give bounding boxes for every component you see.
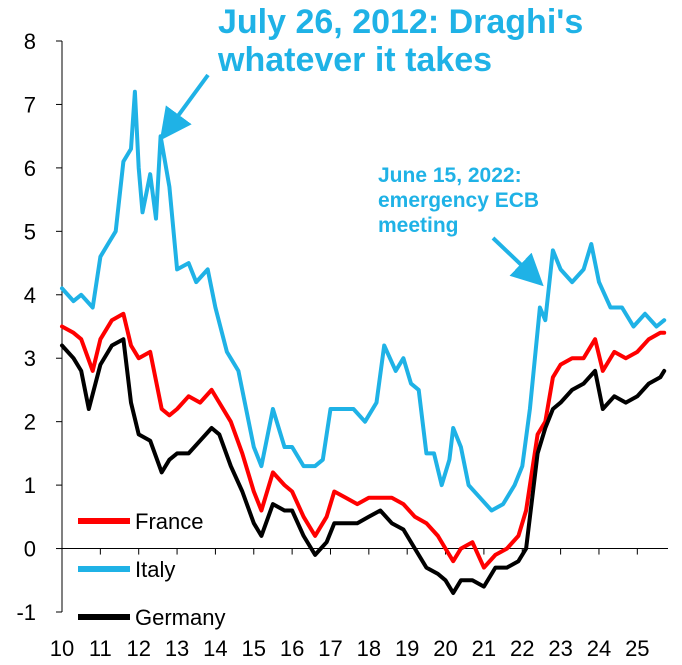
x-tick-label: 24 [587,636,611,661]
x-tick-label: 16 [280,636,304,661]
legend-label-france: France [135,509,203,534]
y-tick-label: -1 [16,600,36,625]
annotation-ecb-line-2: emergency ECB [378,189,539,212]
series-line-france [60,311,667,570]
x-tick-label: 17 [318,636,342,661]
y-tick-label: 0 [24,537,36,562]
annotation-draghi-line-2: whatever it takes [217,41,492,79]
annotation-ecb-arrow [491,236,544,287]
x-tick-label: 25 [625,636,649,661]
x-tick-label: 11 [89,636,112,661]
y-tick-label: 3 [24,346,36,371]
x-tick-label: 12 [126,636,150,661]
annotation-draghi-arrow [159,73,210,141]
y-tick-label: 2 [24,410,36,435]
x-tick-label: 13 [165,636,189,661]
y-tick-label: 1 [24,473,36,498]
y-tick-label: 8 [24,29,36,54]
y-tick-label: 5 [24,219,36,244]
x-tick-label: 20 [433,636,457,661]
x-tick-label: 22 [510,636,534,661]
y-tick-label: 4 [24,283,36,308]
x-tick-label: 10 [50,636,74,661]
x-tick-label: 21 [472,636,496,661]
y-tick-label: 6 [24,156,36,181]
annotation-draghi-line-1: July 26, 2012: Draghi's [218,3,583,41]
legend-label-italy: Italy [135,557,175,582]
y-tick-label: 7 [24,92,36,117]
series-line-italy [60,89,667,513]
x-tick-label: 14 [203,636,227,661]
x-tick-label: 18 [357,636,381,661]
x-tick-label: 15 [242,636,266,661]
series-lines [60,89,667,595]
series-line-germany [60,337,667,595]
annotation-ecb-line-3: meeting [378,214,459,237]
x-tick-label: 23 [548,636,572,661]
annotation-ecb-line-1: June 15, 2022: [378,164,522,187]
legend: France Italy Germany [78,509,225,630]
x-tick-label: 19 [395,636,419,661]
legend-label-germany: Germany [135,605,225,630]
